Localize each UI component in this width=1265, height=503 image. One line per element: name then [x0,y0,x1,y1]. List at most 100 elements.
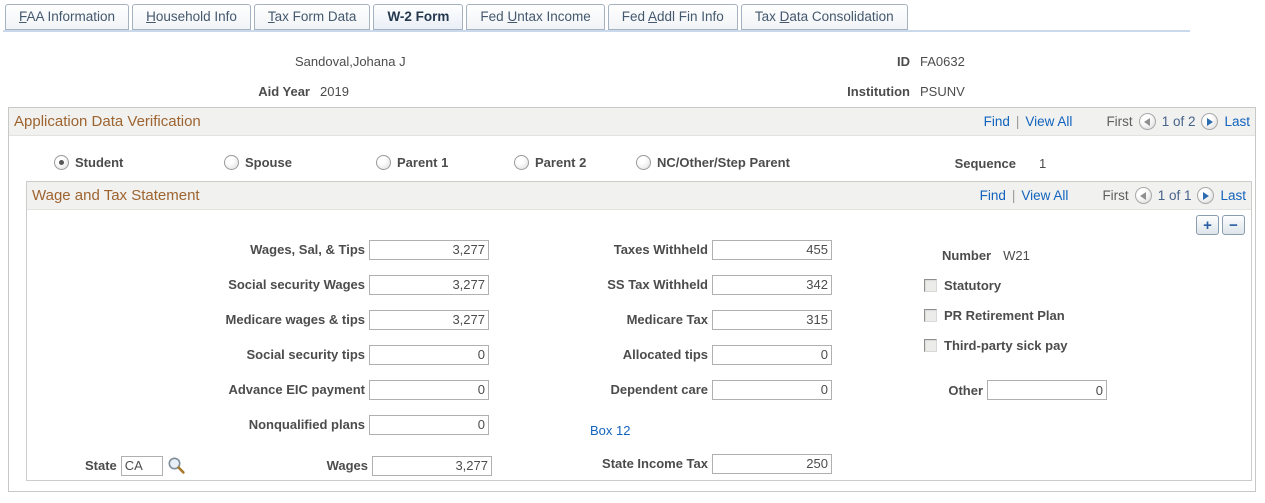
medicare-wages-tips-input[interactable] [369,309,489,330]
radio-group-parent2[interactable]: Parent 2 [514,146,586,178]
nonqualified-plans-label: Nonqualified plans [248,417,365,432]
state-income-tax-input[interactable] [712,453,832,474]
parent2-radio[interactable] [514,154,529,170]
state-input[interactable] [120,455,163,476]
ss-tax-withheld-input[interactable] [712,274,832,295]
section-title: Wage and Tax Statement [32,187,200,204]
separator: | [1011,188,1016,203]
arrow-right-icon [1202,191,1209,200]
tab-fed-addl-fin-info[interactable]: Fed Addl Fin Info [607,4,738,30]
third-party-sick-pay-row: Third-party sick pay [924,334,1249,356]
add-row-button[interactable]: + [1196,215,1219,235]
form-row: Dependent care [460,372,845,407]
third-party-sick-pay-checkbox[interactable] [924,338,937,352]
tab-household-info[interactable]: Household Info [132,4,251,30]
radio-group-spouse[interactable]: Spouse [224,146,292,178]
wts-next-page-button[interactable] [1197,187,1215,204]
wts-find-link[interactable]: Find [979,188,1006,203]
application-data-verification-section: Application Data Verification Find | Vie… [8,107,1256,492]
statutory-label: Statutory [944,277,1002,293]
tab-faa-information[interactable]: FAA Information [5,4,130,30]
person-selector-row: Student Spouse Parent 1 Parent 2 NC/Othe… [9,146,1255,178]
adv-last-link[interactable]: Last [1224,114,1250,129]
tab-tax-form-data[interactable]: Tax Form Data [253,4,371,30]
number-label: Number [942,247,992,263]
tab-label: ntax Income [517,9,591,24]
tab-label: ddl Fin Info [657,9,724,24]
wts-view-all-link[interactable]: View All [1021,188,1069,203]
adv-previous-page-button[interactable] [1138,113,1156,130]
adv-page-indicator: 1 of 2 [1161,114,1196,129]
taxes-withheld-input[interactable] [712,239,832,260]
student-radio-label: Student [75,154,124,170]
other-label: Other [948,382,983,398]
state-wages-row: State Wages [27,448,492,483]
advance-eic-payment-input[interactable] [369,379,489,400]
delete-row-button[interactable]: − [1222,215,1245,235]
sequence-value: 1 [1039,156,1047,171]
adv-find-link[interactable]: Find [983,114,1010,129]
separator: | [1015,114,1020,129]
wts-last-link[interactable]: Last [1220,188,1246,203]
wages-sal-tips-input[interactable] [369,239,489,260]
aid-year-value: 2019 [320,84,349,99]
parent1-radio[interactable] [376,154,391,170]
adv-first-label: First [1106,114,1133,129]
box12-link[interactable]: Box 12 [590,423,631,438]
minus-icon: − [1229,216,1238,234]
application-data-verification-header: Application Data Verification Find | Vie… [9,108,1255,136]
tab-label: Fed [480,9,508,24]
tab-label: D [779,9,790,24]
medicare-tax-input[interactable] [712,309,832,330]
state-wages-input[interactable] [372,455,492,476]
tab-tax-data-consolidation[interactable]: Tax Data Consolidation [740,4,908,30]
wage-and-tax-statement-section: Wage and Tax Statement Find | View All F… [26,181,1252,481]
statutory-checkbox[interactable] [924,278,937,292]
box12-row: Box 12 [460,418,845,443]
advance-eic-payment-label: Advance EIC payment [228,382,365,397]
social-security-tips-input[interactable] [369,344,489,365]
institution-value: PSUNV [920,84,965,99]
dependent-care-input[interactable] [712,379,832,400]
id-label: ID [897,54,910,69]
form-row: Social security tips [27,337,492,372]
nc-other-step-parent-radio-label: NC/Other/Step Parent [657,154,790,170]
id-value: FA0632 [920,54,965,69]
plus-icon: + [1203,216,1212,234]
parent2-radio-label: Parent 2 [535,154,587,170]
arrow-left-icon [1140,191,1147,200]
adv-next-page-button[interactable] [1201,113,1219,130]
wages-sal-tips-label: Wages, Sal, & Tips [250,242,365,257]
tab-label: U [507,9,518,24]
tab-label: ousehold Info [155,9,237,24]
adv-pagination: Find | View All First 1 of 2 Last [984,113,1255,130]
wts-first-label: First [1102,188,1129,203]
allocated-tips-input[interactable] [712,344,832,365]
student-radio[interactable] [54,154,69,170]
social-security-tips-label: Social security tips [246,347,366,362]
other-input[interactable] [987,380,1107,400]
spouse-radio[interactable] [224,154,239,170]
wts-previous-page-button[interactable] [1134,187,1152,204]
tab-w2-form[interactable]: W-2 Form [373,4,464,30]
sequence-label: Sequence [954,156,1016,171]
adv-view-all-link[interactable]: View All [1025,114,1073,129]
nonqualified-plans-input[interactable] [369,414,489,435]
state-lookup-icon[interactable] [167,456,186,475]
radio-group-student[interactable]: Student [54,146,123,178]
pr-retirement-plan-checkbox[interactable] [924,308,937,322]
form-row: Medicare wages & tips [27,302,492,337]
form-row: Medicare Tax [460,302,845,337]
social-security-wages-input[interactable] [369,274,489,295]
number-row: Number W21 [942,244,1249,266]
radio-group-nc-other-step-parent[interactable]: NC/Other/Step Parent [636,146,790,178]
form-row: Taxes Withheld [460,232,845,267]
state-label: State [85,458,117,473]
nc-other-step-parent-radio[interactable] [636,154,651,170]
student-name: Sandoval,Johana J [295,54,406,69]
radio-group-parent1[interactable]: Parent 1 [376,146,448,178]
tab-fed-untax-income[interactable]: Fed Untax Income [466,4,605,30]
pr-retirement-plan-label: PR Retirement Plan [944,307,1065,323]
parent1-radio-label: Parent 1 [397,154,449,170]
tab-label: W-2 Form [387,9,450,24]
